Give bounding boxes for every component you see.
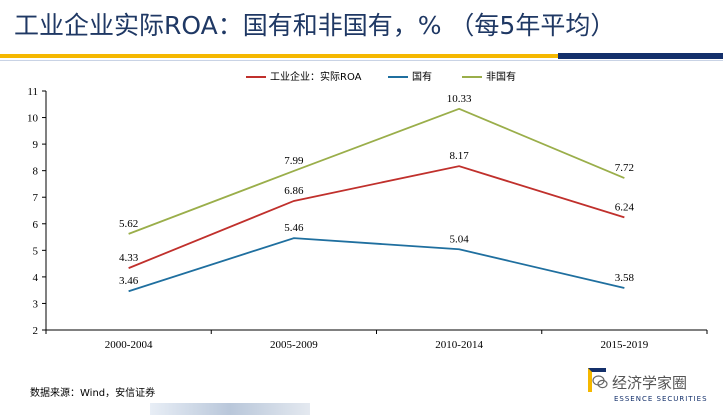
- title-rule-thin: [0, 60, 723, 61]
- x-tick-label: 2015-2019: [601, 339, 649, 351]
- data-label: 7.72: [615, 162, 634, 174]
- y-tick-label: 5: [33, 245, 39, 257]
- brand-subtitle: ESSENCE SECURITIES: [614, 395, 708, 403]
- watermark-text: 经济学家圈: [612, 374, 688, 392]
- y-tick-label: 9: [33, 139, 39, 151]
- y-tick-label: 6: [33, 219, 39, 231]
- series-line-0: [128, 165, 625, 269]
- title-rule-gold: [0, 54, 558, 58]
- source-note: 数据来源：Wind，安信证券: [30, 388, 156, 399]
- data-label: 3.58: [615, 272, 635, 284]
- y-tick-label: 3: [33, 298, 39, 310]
- line-chart: 2 3 4 5 6 7 8 9 10 11 2000-2004 2005-2009 2010-2014 2…: [27, 70, 708, 351]
- data-label: 5.46: [284, 222, 304, 234]
- data-label: 6.24: [615, 201, 635, 213]
- slide-title: 工业企业实际ROA：国有和非国有，% （每5年平均）: [14, 11, 616, 40]
- data-label: 3.46: [119, 275, 139, 287]
- data-label: 5.04: [450, 233, 470, 245]
- y-tick-label: 4: [33, 272, 39, 284]
- data-label: 10.33: [447, 93, 472, 105]
- series-line-2: [128, 107, 625, 235]
- legend-label: 国有: [412, 70, 432, 83]
- photo-strip: [150, 403, 310, 415]
- y-tick-label: 2: [33, 325, 39, 337]
- series-line-1: [128, 237, 625, 293]
- essence-logo-icon: [588, 368, 606, 392]
- title-rule-navy: [558, 53, 723, 59]
- x-tick-label: 2010-2014: [435, 339, 483, 351]
- y-tick-label: 8: [33, 166, 39, 178]
- legend-label: 工业企业：实际ROA: [270, 70, 362, 83]
- data-label: 5.62: [119, 218, 138, 230]
- data-label: 8.17: [450, 150, 470, 162]
- legend-label: 非国有: [486, 70, 516, 83]
- wechat-icon: [592, 375, 608, 389]
- y-tick-label: 7: [33, 192, 39, 204]
- x-tick-label: 2000-2004: [105, 339, 153, 351]
- y-tick-label: 11: [27, 86, 38, 98]
- data-label: 6.86: [284, 185, 304, 197]
- y-tick-label: 10: [27, 113, 39, 125]
- data-label: 7.99: [284, 155, 304, 167]
- data-label: 4.33: [119, 252, 139, 264]
- x-tick-label: 2005-2009: [270, 339, 318, 351]
